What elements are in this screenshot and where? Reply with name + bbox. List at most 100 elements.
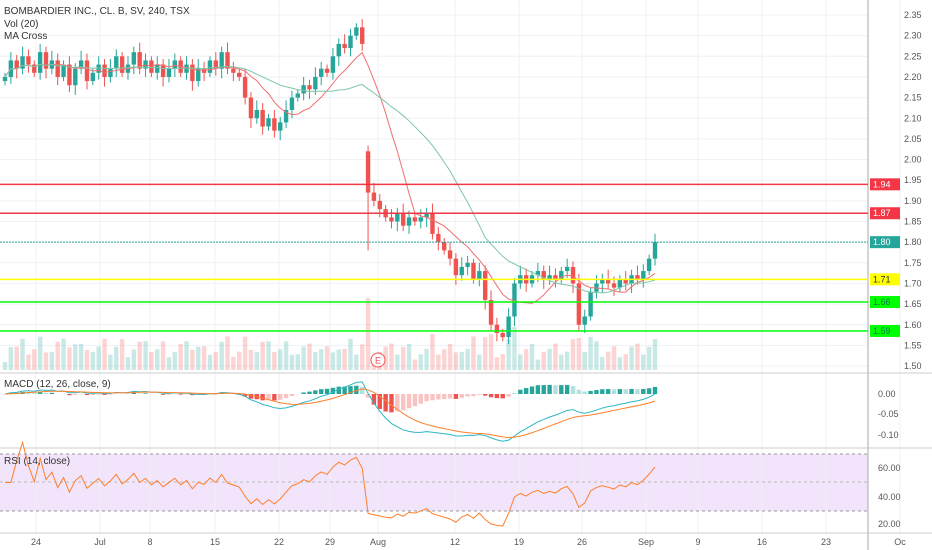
volume-bar	[383, 346, 388, 370]
price-tick: 1.60	[904, 320, 922, 330]
candle	[395, 213, 400, 222]
time-tick: 15	[210, 537, 220, 547]
volume-indicator-label[interactable]: Vol (20)	[4, 19, 39, 30]
time-tick: 24	[31, 537, 41, 547]
macd-histogram-bar	[418, 394, 423, 404]
candle	[295, 93, 300, 98]
macd-histogram-bar	[412, 394, 418, 407]
macd-histogram-bar	[26, 392, 31, 394]
volume-bar	[8, 347, 14, 370]
candle	[32, 64, 37, 73]
earnings-marker-text: E	[375, 356, 381, 366]
rsi-tick: 40.00	[878, 492, 901, 502]
candle	[78, 60, 84, 69]
macd-histogram-bar	[248, 394, 254, 399]
candle	[330, 56, 336, 73]
macd-histogram-bar	[564, 384, 570, 394]
candle	[605, 279, 611, 284]
candle	[149, 60, 154, 73]
macd-histogram-bar	[605, 389, 611, 394]
volume-bar	[26, 354, 31, 370]
volume-bar	[447, 343, 453, 370]
candle	[213, 60, 219, 69]
candle	[20, 56, 25, 69]
macd-histogram-bar	[365, 394, 371, 398]
volume-bar	[646, 346, 652, 370]
volume-bar	[184, 341, 189, 370]
volume-bar	[131, 349, 137, 370]
ma-cross-indicator-label[interactable]: MA Cross	[4, 31, 48, 42]
candle	[260, 109, 265, 127]
price-label-badge	[870, 236, 900, 249]
price-tick: 2.05	[904, 134, 922, 144]
macd-histogram-bar	[453, 394, 459, 399]
macd-histogram-bar	[266, 394, 271, 401]
macd-histogram-bar	[518, 389, 523, 394]
candle	[73, 68, 78, 86]
time-tick: 26	[577, 537, 587, 547]
time-tick: 8	[147, 537, 152, 547]
macd-histogram-bar	[477, 394, 482, 396]
volume-bar	[20, 338, 25, 370]
macd-histogram-bar	[529, 386, 535, 394]
candle	[582, 316, 587, 325]
volume-bar	[541, 351, 546, 370]
macd-histogram-bar	[406, 394, 412, 409]
candle	[231, 68, 236, 73]
rsi-indicator-label[interactable]: RSI (14, close)	[4, 456, 71, 467]
price-label-text: 1.87	[873, 208, 891, 218]
price-tick: 2.30	[904, 31, 922, 41]
time-tick: Sep	[638, 537, 654, 547]
volume-bar	[67, 347, 72, 370]
candle	[617, 279, 623, 288]
price-label-text: 1.66	[873, 297, 891, 307]
candle	[84, 60, 90, 82]
volume-bar	[600, 356, 605, 370]
candle	[348, 35, 353, 49]
macd-histogram-bar	[32, 392, 37, 394]
candle	[242, 76, 248, 98]
candle	[313, 76, 318, 90]
volume-bar	[641, 354, 646, 370]
macd-tick: -0.10	[878, 430, 899, 440]
macd-histogram-bar	[102, 394, 107, 395]
macd-histogram-bar	[482, 394, 488, 396]
macd-histogram-bar	[342, 386, 347, 394]
candle	[278, 122, 283, 131]
candle	[500, 333, 505, 338]
volume-bar	[61, 338, 66, 370]
volume-bar	[37, 336, 43, 370]
volume-bar	[49, 351, 55, 370]
volume-bar	[201, 346, 207, 370]
volume-bar	[242, 336, 248, 370]
macd-indicator-label[interactable]: MACD (12, 26, close, 9)	[4, 379, 111, 390]
candle	[166, 68, 172, 77]
time-tick: 22	[274, 537, 284, 547]
volume-bar	[424, 348, 429, 370]
time-tick: 29	[325, 537, 335, 547]
volume-bar	[436, 354, 441, 370]
candle	[447, 250, 453, 259]
volume-bar	[547, 348, 552, 370]
candle	[377, 200, 382, 210]
candle	[635, 275, 640, 280]
candle	[160, 64, 166, 77]
volume-bar	[348, 338, 353, 370]
volume-bar	[43, 352, 49, 370]
candle	[360, 27, 365, 44]
price-label-badge	[870, 273, 900, 286]
volume-bar	[330, 352, 336, 370]
candle	[155, 64, 160, 73]
volume-bar	[254, 351, 260, 370]
macd-histogram-bar	[84, 394, 90, 396]
macd-histogram-bar	[43, 392, 49, 394]
price-tick: 1.90	[904, 196, 922, 206]
macd-histogram-bar	[594, 390, 599, 394]
volume-bar	[231, 356, 236, 370]
volume-bar	[307, 343, 312, 370]
volume-bar	[482, 337, 488, 370]
volume-bar	[272, 352, 277, 370]
volume-bar	[465, 348, 470, 370]
macd-histogram-bar	[646, 388, 652, 394]
